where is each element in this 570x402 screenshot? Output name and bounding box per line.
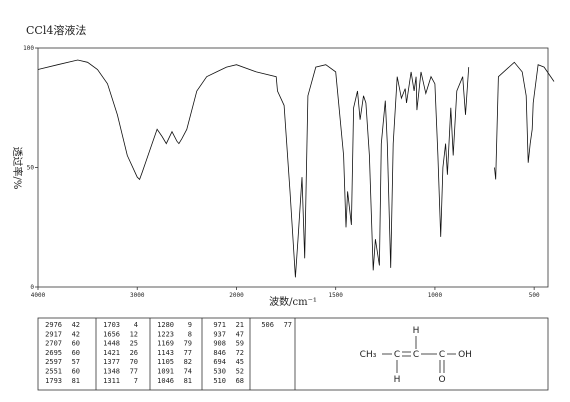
peak-transmittance: 77 — [184, 349, 192, 357]
peak-wavenumber: 1223 — [157, 330, 174, 338]
peak-wavenumber: 1421 — [103, 349, 120, 357]
y-tick-label: 0 — [30, 284, 34, 291]
peak-wavenumber: 530 — [213, 368, 226, 376]
peak-transmittance: 12 — [130, 330, 138, 338]
x-tick-label: 1000 — [428, 292, 443, 299]
plot-frame — [37, 47, 549, 288]
peak-wavenumber: 1143 — [157, 349, 174, 357]
peak-wavenumber: 937 — [213, 330, 226, 338]
peak-transmittance: 47 — [236, 330, 244, 338]
x-tick-label: 1500 — [328, 292, 343, 299]
peak-transmittance: 42 — [72, 321, 80, 329]
peak-wavenumber: 1311 — [103, 377, 120, 385]
x-tick-label: 500 — [529, 292, 540, 299]
peak-wavenumber: 908 — [213, 340, 226, 348]
peak-transmittance: 52 — [236, 368, 244, 376]
peak-transmittance: 60 — [72, 340, 80, 348]
chart-title: CCl4溶液法 — [26, 23, 86, 37]
peak-transmittance: 8 — [188, 330, 192, 338]
peak-wavenumber: 1377 — [103, 358, 120, 366]
peak-wavenumber: 506 — [261, 321, 274, 329]
spectrum-line — [37, 59, 555, 278]
peak-wavenumber: 2976 — [45, 321, 62, 329]
peak-transmittance: 82 — [184, 358, 192, 366]
peak-transmittance: 81 — [184, 377, 192, 385]
peak-transmittance: 81 — [72, 377, 80, 385]
x-tick-label: 3000 — [130, 292, 145, 299]
peak-wavenumber: 1091 — [157, 368, 174, 376]
peak-wavenumber: 846 — [213, 349, 226, 357]
peak-wavenumber: 1793 — [45, 377, 62, 385]
structure: H CH₃ C C C OH H O — [360, 326, 472, 385]
peak-wavenumber: 1105 — [157, 358, 174, 366]
atom: H — [394, 375, 401, 385]
peak-wavenumber: 2551 — [45, 368, 62, 376]
peak-transmittance: 26 — [130, 349, 138, 357]
peak-wavenumber: 1703 — [103, 321, 120, 329]
peak-wavenumber: 1448 — [103, 340, 120, 348]
peak-transmittance: 45 — [236, 358, 244, 366]
atom: CH₃ — [360, 350, 377, 360]
peak-wavenumber: 1046 — [157, 377, 174, 385]
peak-transmittance: 21 — [236, 321, 244, 329]
peak-transmittance: 72 — [236, 349, 244, 357]
x-axis-label: 波数/cm⁻¹ — [269, 295, 317, 308]
x-tick-label: 2000 — [229, 292, 244, 299]
peak-wavenumber: 1169 — [157, 340, 174, 348]
peak-transmittance: 70 — [130, 358, 138, 366]
peak-wavenumber: 971 — [213, 321, 226, 329]
peak-wavenumber: 1348 — [103, 368, 120, 376]
peak-transmittance: 74 — [184, 368, 192, 376]
y-tick-label: 100 — [23, 45, 34, 52]
y-axis-label: 透过率/% — [11, 147, 24, 190]
peak-transmittance: 9 — [188, 321, 192, 329]
atom: H — [413, 326, 420, 336]
x-tick-label: 4000 — [31, 292, 46, 299]
peak-transmittance: 60 — [72, 368, 80, 376]
peak-wavenumber: 2597 — [45, 358, 62, 366]
atom: OH — [458, 350, 472, 360]
table-dividers — [95, 318, 296, 390]
peak-wavenumber: 510 — [213, 377, 226, 385]
peak-wavenumber: 694 — [213, 358, 226, 366]
peak-wavenumber: 1656 — [103, 330, 120, 338]
peak-wavenumber: 2917 — [45, 330, 62, 338]
table-frame — [37, 317, 549, 391]
peak-transmittance: 77 — [130, 368, 138, 376]
peak-transmittance: 59 — [236, 340, 244, 348]
peak-wavenumber: 2707 — [45, 340, 62, 348]
peak-transmittance: 77 — [284, 321, 292, 329]
peak-wavenumber: 1280 — [157, 321, 174, 329]
peak-transmittance: 57 — [72, 358, 80, 366]
peak-transmittance: 60 — [72, 349, 80, 357]
peak-transmittance: 42 — [72, 330, 80, 338]
peak-wavenumber: 2695 — [45, 349, 62, 357]
peak-transmittance: 79 — [184, 340, 192, 348]
atom: O — [438, 375, 445, 385]
atom: C — [413, 350, 419, 360]
y-tick-label: 50 — [27, 165, 35, 172]
peak-transmittance: 25 — [130, 340, 138, 348]
peak-transmittance: 7 — [134, 377, 138, 385]
atom: C — [394, 350, 400, 360]
atom: C — [439, 350, 445, 360]
peak-transmittance: 68 — [236, 377, 244, 385]
peak-transmittance: 4 — [134, 321, 138, 329]
